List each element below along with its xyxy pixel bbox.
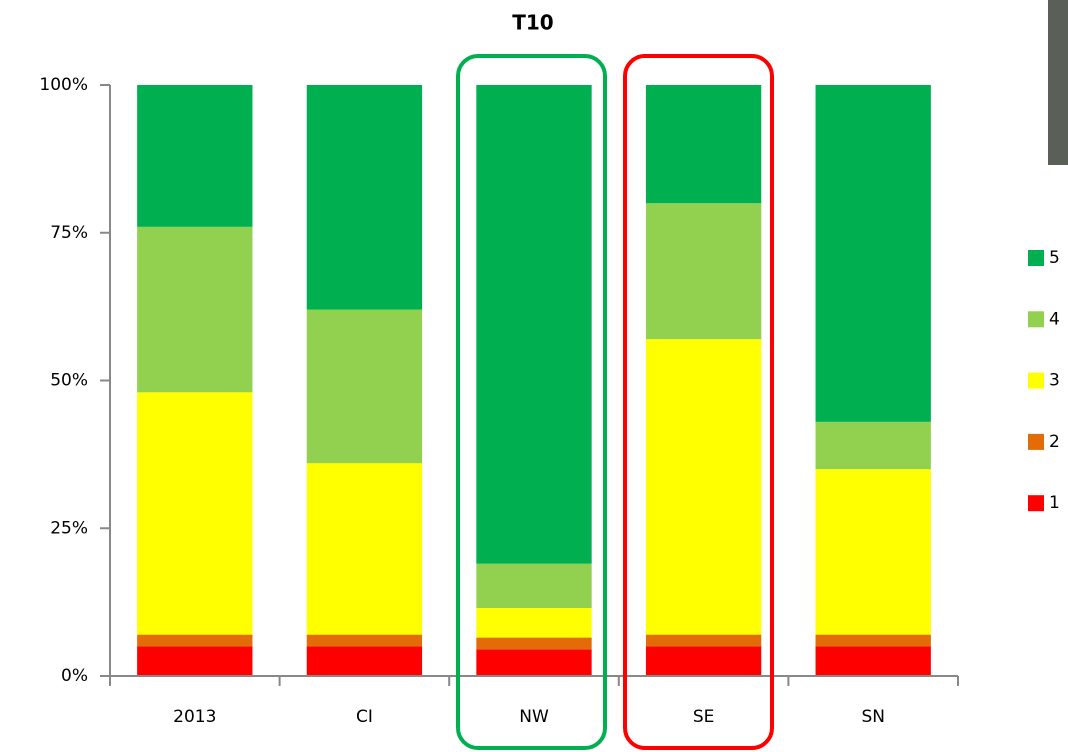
bar-segment	[815, 469, 931, 635]
x-tick-label: SE	[693, 707, 715, 727]
bar-segment	[137, 634, 253, 647]
legend-swatch	[1028, 311, 1044, 328]
legend-label: 5	[1049, 248, 1060, 268]
bar-segment	[476, 649, 592, 676]
x-tick-label: CI	[356, 707, 373, 727]
legend-swatch	[1028, 372, 1044, 389]
bar-segment	[815, 634, 931, 647]
bar-segment	[306, 309, 423, 464]
bar-segment	[645, 339, 762, 635]
y-tick-label: 100%	[39, 75, 88, 95]
y-tick-label: 75%	[50, 223, 88, 243]
bar-segment	[306, 634, 423, 647]
legend-swatch	[1028, 250, 1044, 266]
bar-segment	[137, 85, 253, 227]
legend-label: 4	[1049, 309, 1060, 329]
legend-swatch	[1028, 433, 1044, 450]
y-tick-label: 0%	[61, 666, 88, 686]
bar-segment	[137, 392, 253, 635]
plot-area: 0% 25% 50% 75% 100% 2013 CI NW SE SN	[39, 75, 959, 727]
legend-label: 1	[1049, 493, 1060, 513]
y-tick-label: 50%	[50, 371, 88, 391]
bar-segment	[815, 646, 931, 676]
bar-segment	[815, 85, 931, 422]
bar-segment	[137, 226, 253, 393]
bar-segment	[815, 421, 931, 470]
legend-label: 2	[1049, 432, 1060, 452]
bar-segment	[645, 85, 762, 204]
bar-segment	[476, 563, 592, 609]
chart-title: T10	[512, 11, 553, 35]
y-tick-label: 25%	[50, 518, 88, 538]
highlight-box	[623, 54, 774, 750]
bar-segment	[476, 85, 592, 564]
legend-label: 3	[1049, 371, 1060, 391]
bar-segment	[306, 85, 423, 310]
bar-segment	[476, 637, 592, 650]
highlight-box	[456, 54, 607, 750]
bar-segment	[645, 646, 762, 676]
bar-segment	[137, 646, 253, 676]
bar-segment	[476, 608, 592, 638]
bar-segment	[645, 203, 762, 340]
photo-fragment	[1048, 0, 1068, 165]
x-tick-label: SN	[861, 707, 885, 727]
bar-segment	[306, 463, 423, 635]
x-tick-label: 2013	[173, 707, 216, 727]
bar-segment	[645, 634, 762, 647]
legend-swatch	[1028, 495, 1044, 512]
x-tick-label: NW	[519, 707, 549, 727]
bar-segment	[306, 646, 423, 676]
